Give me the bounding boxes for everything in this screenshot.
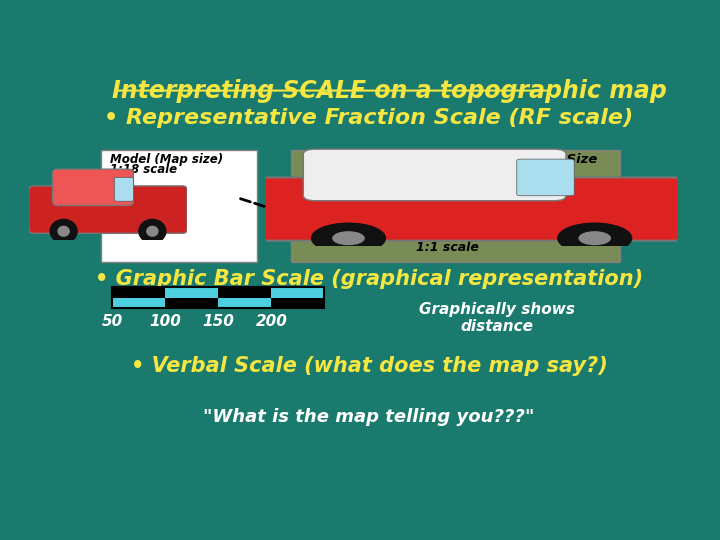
Text: Model (Map size): Model (Map size) — [109, 153, 222, 166]
FancyBboxPatch shape — [258, 178, 685, 241]
Circle shape — [579, 232, 611, 245]
Circle shape — [558, 223, 631, 253]
FancyBboxPatch shape — [517, 159, 575, 195]
Bar — [218, 298, 271, 308]
FancyBboxPatch shape — [114, 178, 133, 201]
FancyBboxPatch shape — [101, 150, 258, 262]
Text: 150: 150 — [202, 314, 234, 329]
Text: Actual Size: Actual Size — [516, 153, 598, 166]
Circle shape — [312, 223, 385, 253]
Bar — [112, 287, 166, 298]
FancyBboxPatch shape — [29, 186, 187, 233]
Text: "What is the map telling you???": "What is the map telling you???" — [203, 408, 535, 426]
Text: feet: feet — [118, 295, 149, 309]
Circle shape — [333, 232, 364, 245]
Text: 50: 50 — [102, 314, 123, 329]
Text: 100: 100 — [149, 314, 181, 329]
Bar — [166, 298, 218, 308]
Text: • Verbal Scale (what does the map say?): • Verbal Scale (what does the map say?) — [130, 356, 608, 376]
Circle shape — [147, 226, 158, 236]
Bar — [271, 298, 324, 308]
Bar — [166, 287, 218, 298]
Text: 1:18 scale: 1:18 scale — [109, 163, 176, 177]
Text: 1:1 scale: 1:1 scale — [416, 241, 480, 254]
FancyBboxPatch shape — [303, 149, 566, 201]
Bar — [112, 298, 166, 308]
Text: Graphically shows
distance: Graphically shows distance — [419, 302, 575, 334]
Circle shape — [58, 226, 69, 236]
Text: Interpreting SCALE on a topographic map: Interpreting SCALE on a topographic map — [112, 79, 667, 103]
Circle shape — [139, 219, 166, 243]
Text: • Representative Fraction Scale (RF scale): • Representative Fraction Scale (RF scal… — [104, 109, 634, 129]
FancyBboxPatch shape — [291, 150, 620, 262]
Bar — [271, 287, 324, 298]
Bar — [112, 287, 324, 308]
FancyBboxPatch shape — [53, 169, 133, 205]
Text: • Graphic Bar Scale (graphical representation): • Graphic Bar Scale (graphical represent… — [95, 269, 643, 289]
Bar — [218, 287, 271, 298]
Circle shape — [50, 219, 77, 243]
Text: 200: 200 — [256, 314, 287, 329]
